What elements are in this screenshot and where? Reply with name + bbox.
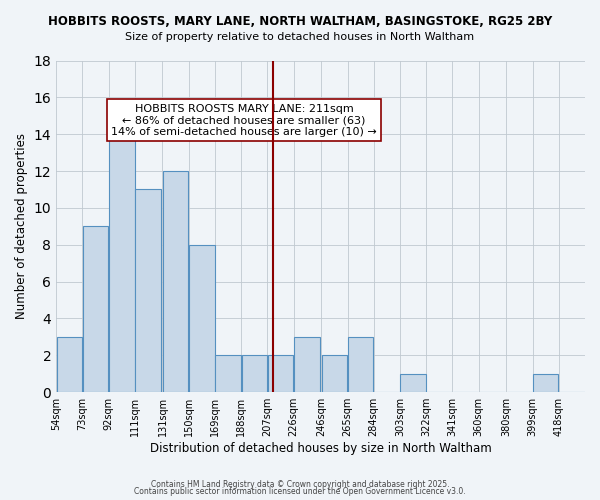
Bar <box>242 356 267 392</box>
Text: Contains HM Land Registry data © Crown copyright and database right 2025.: Contains HM Land Registry data © Crown c… <box>151 480 449 489</box>
Bar <box>189 245 215 392</box>
X-axis label: Distribution of detached houses by size in North Waltham: Distribution of detached houses by size … <box>150 442 491 455</box>
Text: HOBBITS ROOSTS MARY LANE: 211sqm
← 86% of detached houses are smaller (63)
14% o: HOBBITS ROOSTS MARY LANE: 211sqm ← 86% o… <box>111 104 377 137</box>
Bar <box>348 337 373 392</box>
Bar <box>533 374 559 392</box>
Text: Size of property relative to detached houses in North Waltham: Size of property relative to detached ho… <box>125 32 475 42</box>
Text: HOBBITS ROOSTS, MARY LANE, NORTH WALTHAM, BASINGSTOKE, RG25 2BY: HOBBITS ROOSTS, MARY LANE, NORTH WALTHAM… <box>48 15 552 28</box>
Bar <box>400 374 426 392</box>
Y-axis label: Number of detached properties: Number of detached properties <box>15 134 28 320</box>
Bar <box>163 171 188 392</box>
Bar <box>56 337 82 392</box>
Bar <box>215 356 241 392</box>
Bar <box>83 226 108 392</box>
Bar <box>294 337 320 392</box>
Bar <box>322 356 347 392</box>
Bar <box>268 356 293 392</box>
Bar <box>109 116 134 392</box>
Text: Contains public sector information licensed under the Open Government Licence v3: Contains public sector information licen… <box>134 488 466 496</box>
Bar <box>135 190 161 392</box>
